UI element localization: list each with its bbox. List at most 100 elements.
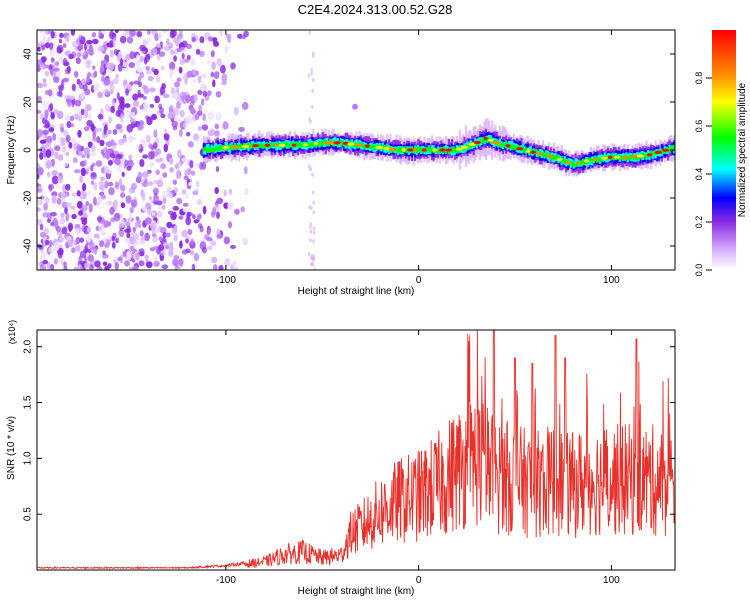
ridge-cell: [582, 158, 585, 163]
noise-dot: [215, 166, 220, 173]
ridge-cell: [622, 156, 625, 161]
noise-dot: [39, 30, 44, 33]
noise-dot: [91, 144, 96, 153]
ridge-cell: [523, 149, 526, 153]
noise-dot: [86, 227, 92, 233]
noise-dot: [70, 205, 76, 210]
noise-dot: [148, 196, 152, 201]
noise-dot: [87, 254, 94, 262]
noise-dot: [76, 144, 82, 152]
spectrogram-ylabel: Frequency (Hz): [6, 116, 17, 185]
noise-dot: [189, 101, 195, 106]
ridge-peak: [461, 145, 469, 149]
noise-dot: [158, 236, 163, 242]
noise-dot: [163, 132, 170, 141]
ridge-cell: [569, 160, 572, 164]
noise-dot: [137, 123, 143, 131]
noise-dot: [118, 219, 125, 228]
noise-dot: [155, 43, 161, 48]
colorbar: 0.0 0.2 0.4 0.6 0.8 Normalized spectral ampl…: [694, 30, 748, 276]
ridge-peak: [323, 141, 330, 145]
noise-dot: [238, 126, 245, 133]
noise-dot: [48, 247, 55, 254]
ridge-cell: [270, 142, 273, 147]
noise-dot: [221, 80, 228, 86]
ridge-cell: [256, 142, 259, 147]
noise-dot: [170, 30, 177, 37]
ridge-peak: [583, 159, 590, 163]
noise-dot: [313, 267, 316, 270]
noise-dot: [154, 95, 160, 104]
noise-dot: [49, 42, 54, 50]
noise-dot: [152, 236, 158, 243]
noise-dot: [138, 240, 146, 245]
noise-dot: [103, 77, 111, 86]
noise-dot: [98, 224, 105, 233]
noise-dot: [173, 55, 178, 62]
noise-dot: [127, 159, 134, 168]
ridge-peak: [222, 146, 230, 150]
noise-dot: [171, 120, 178, 128]
noise-dot: [227, 201, 234, 210]
noise-dot: [307, 164, 311, 169]
noise-dot: [178, 258, 184, 266]
ridge-cell: [418, 147, 421, 151]
noise-dot: [52, 76, 57, 81]
noise-dot: [174, 81, 181, 88]
noise-dot: [311, 78, 315, 83]
noise-dot: [169, 50, 176, 55]
noise-dot: [37, 82, 43, 89]
y-tick-label: -20: [23, 190, 34, 205]
noise-dot: [200, 83, 206, 92]
noise-dot: [147, 151, 155, 160]
ridge-cell: [455, 148, 458, 153]
noise-dot: [190, 58, 196, 66]
ridge-peak: [413, 148, 418, 152]
noise-dot: [212, 37, 217, 44]
noise-dot: [86, 74, 90, 84]
ridge-peak: [432, 148, 438, 152]
noise-dot: [207, 36, 214, 42]
noise-dot: [67, 222, 74, 231]
noise-dot: [93, 83, 100, 91]
noise-dot: [37, 64, 41, 73]
ridge-peak: [355, 143, 363, 147]
noise-dot: [147, 30, 151, 35]
noise-dot: [114, 262, 120, 270]
noise-dot: [44, 196, 50, 205]
noise-dot: [60, 127, 65, 133]
noise-dot: [173, 36, 178, 44]
ridge-cell: [363, 144, 366, 150]
noise-dot: [39, 223, 44, 231]
noise-dot: [54, 145, 61, 152]
noise-dot: [129, 51, 136, 60]
colorbar-tick-label: 0.4: [694, 168, 704, 181]
noise-dot: [125, 195, 132, 204]
noise-dot: [94, 260, 101, 268]
noise-dot: [99, 65, 105, 73]
ridge-peak: [252, 144, 259, 148]
ridge-cell: [320, 141, 323, 147]
noise-dot: [172, 211, 177, 220]
noise-dot: [181, 189, 187, 195]
noise-dot: [192, 133, 199, 141]
noise-dot: [214, 123, 219, 130]
noise-dot: [146, 36, 153, 44]
noise-dot: [144, 217, 152, 225]
ridge-cell: [369, 144, 372, 149]
ridge-cell: [481, 136, 485, 143]
ridge-cell: [219, 144, 222, 150]
noise-dot: [190, 238, 194, 246]
noise-dot: [113, 212, 121, 222]
ridge-cell: [643, 154, 646, 158]
noise-dot: [156, 179, 164, 188]
ridge-cell: [671, 145, 674, 150]
noise-dot: [168, 210, 174, 215]
noise-dot: [128, 62, 136, 68]
ridge-cell: [426, 147, 429, 151]
noise-dot: [115, 237, 120, 244]
noise-dot: [90, 123, 95, 132]
ridge-peak: [383, 146, 390, 150]
ridge-cell: [501, 143, 505, 148]
